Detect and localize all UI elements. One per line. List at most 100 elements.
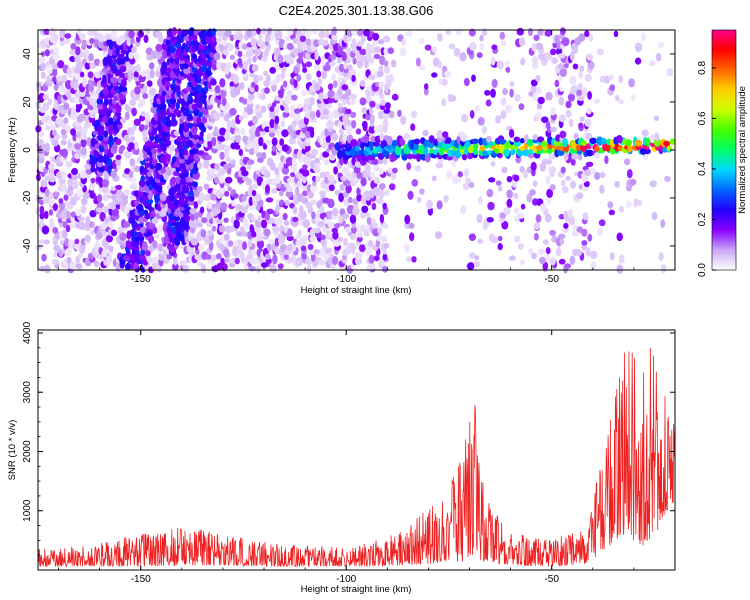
spectrogram-cell [66, 144, 74, 152]
spectrogram-cell [283, 220, 290, 227]
spectrogram-cell [617, 145, 623, 152]
spectrogram-cell [224, 29, 232, 38]
spectrogram-cell [219, 244, 225, 251]
spectrogram-cell [604, 143, 612, 152]
spectrogram-cell [491, 78, 498, 88]
spectrogram-cell [357, 28, 364, 37]
spectrogram-cell [326, 119, 334, 129]
spectrogram-cell [145, 140, 153, 147]
spectrogram-cell [608, 74, 614, 81]
spectrogram-cell [213, 52, 221, 61]
spectrogram-cell [47, 98, 53, 106]
spectrogram-cell [254, 47, 262, 57]
spectrogram-cell [292, 206, 298, 215]
spectrogram-cell [268, 126, 276, 133]
spectrogram-cell [500, 40, 507, 46]
spectrogram-cell [295, 186, 300, 196]
spectrogram-cell [377, 227, 383, 235]
spectrogram-cell [140, 175, 146, 182]
spectrogram-cell [313, 249, 320, 255]
spectrogram-cell [336, 57, 343, 64]
spectrogram-cell [290, 172, 296, 178]
spectrogram-cell [582, 212, 589, 221]
spectrogram-cell [143, 166, 148, 176]
spectrogram-cell [173, 130, 180, 137]
spectrogram-cell [102, 193, 110, 202]
spectrogram-cell [549, 229, 556, 236]
spectrogram-cell [58, 202, 66, 210]
spectrogram-cell [318, 30, 326, 39]
spectrogram-cell [176, 136, 182, 142]
spectrogram-cell [35, 244, 42, 251]
spectrogram-cell [576, 192, 584, 200]
spectrogram-cell [237, 239, 243, 248]
spectrogram-cell [129, 158, 136, 167]
spectrogram-cell [485, 99, 492, 107]
spectrogram-cell [578, 33, 586, 42]
spectrogram-cell [78, 221, 86, 231]
spectrogram-cell [144, 112, 151, 120]
spectrogram-cell [314, 51, 319, 61]
spectrogram-cell [224, 233, 230, 241]
spectrogram-cell [400, 115, 407, 125]
spectrogram-cell [327, 221, 335, 228]
spectrogram-cell [501, 166, 508, 174]
spectrogram-cell [251, 115, 259, 125]
spectrogram-cell [248, 72, 255, 78]
spectrogram-cell [186, 139, 194, 148]
spectrogram-cell [293, 79, 298, 89]
spectrogram-cell [584, 118, 592, 127]
spectrogram-cell [151, 262, 157, 270]
spectrogram-cell [301, 197, 309, 205]
spectrogram-cell [463, 77, 470, 87]
spectrogram-cell [634, 42, 643, 53]
spectrogram-cell [623, 158, 631, 166]
spectrogram-cell [255, 169, 262, 176]
spectrogram-cell [364, 246, 373, 257]
spectrogram-cell [545, 247, 551, 255]
spectrogram-cell [359, 97, 367, 106]
spectrogram-cell [598, 219, 606, 227]
spectrogram-cell [241, 170, 249, 177]
spectrogram-cell [414, 165, 422, 172]
spectrogram-cell [199, 206, 205, 214]
spectrogram-cell [187, 93, 193, 103]
spectrogram-cell [43, 210, 49, 220]
spectrogram-cell [165, 152, 171, 162]
spectrogram-cell [631, 93, 636, 102]
spectrogram-cell [626, 200, 632, 209]
spectrogram-cell [88, 84, 95, 93]
spectrogram-cell [74, 71, 82, 80]
spectrogram-cell [103, 144, 109, 150]
spectrogram-cell [302, 67, 308, 73]
spectrogram-cell [65, 210, 71, 219]
spectrogram-cell [269, 131, 275, 138]
spectrogram-cell [599, 184, 605, 194]
spectrogram-cell [391, 59, 397, 68]
spectrogram-cell [376, 70, 384, 78]
spectrogram-cell [81, 126, 88, 134]
spectrogram-cell [248, 93, 255, 101]
spectrogram-cell [580, 140, 588, 146]
spectrogram-cell [165, 119, 173, 128]
spectrogram-cell [482, 150, 488, 156]
spectrogram-cell [306, 264, 312, 274]
spectrogram-cell [345, 171, 351, 178]
spectrogram-cell [242, 218, 248, 225]
spectrogram-cell [264, 40, 270, 46]
spectrogram-cell [321, 69, 328, 80]
spectrogram-cell [644, 148, 651, 155]
spectrogram-cell [216, 253, 222, 260]
spectrogram-cell [67, 184, 74, 192]
spectrogram-cell [467, 262, 475, 271]
spectrogram-cell [211, 136, 217, 147]
spectrogram-cell [235, 203, 242, 211]
spectrogram-cell [283, 253, 289, 260]
spectrogram-cell [609, 84, 615, 92]
spectrogram-cell [585, 132, 593, 141]
spectrogram-cell [468, 252, 476, 259]
spectrogram-cell [242, 98, 248, 105]
spectrogram-cell [274, 105, 280, 115]
spectrogram-cell [205, 254, 212, 260]
spectrogram-cell [584, 73, 592, 82]
